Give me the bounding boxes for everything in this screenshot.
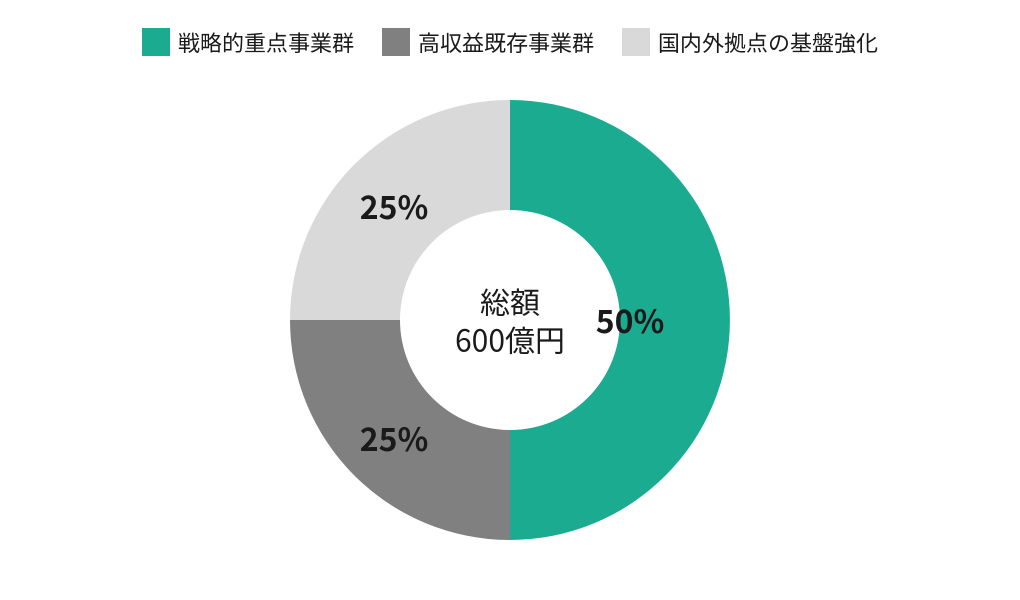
- slice-percent-label: 25%: [360, 415, 429, 461]
- legend: 戦略的重点事業群 高収益既存事業群 国内外拠点の基盤強化: [0, 0, 1020, 58]
- legend-item: 戦略的重点事業群: [142, 26, 354, 58]
- legend-label: 戦略的重点事業群: [178, 26, 354, 58]
- legend-item: 高収益既存事業群: [382, 26, 594, 58]
- slice-percent-label: 25%: [360, 183, 429, 229]
- legend-swatch: [622, 28, 650, 56]
- legend-item: 国内外拠点の基盤強化: [622, 26, 878, 58]
- center-label-line2: 600億円: [455, 320, 565, 358]
- center-label-line1: 総額: [455, 283, 565, 321]
- legend-label: 高収益既存事業群: [418, 26, 594, 58]
- chart-center-label: 総額 600億円: [455, 283, 565, 358]
- legend-swatch: [142, 28, 170, 56]
- slice-percent-label: 50%: [596, 297, 665, 343]
- legend-swatch: [382, 28, 410, 56]
- legend-label: 国内外拠点の基盤強化: [658, 26, 878, 58]
